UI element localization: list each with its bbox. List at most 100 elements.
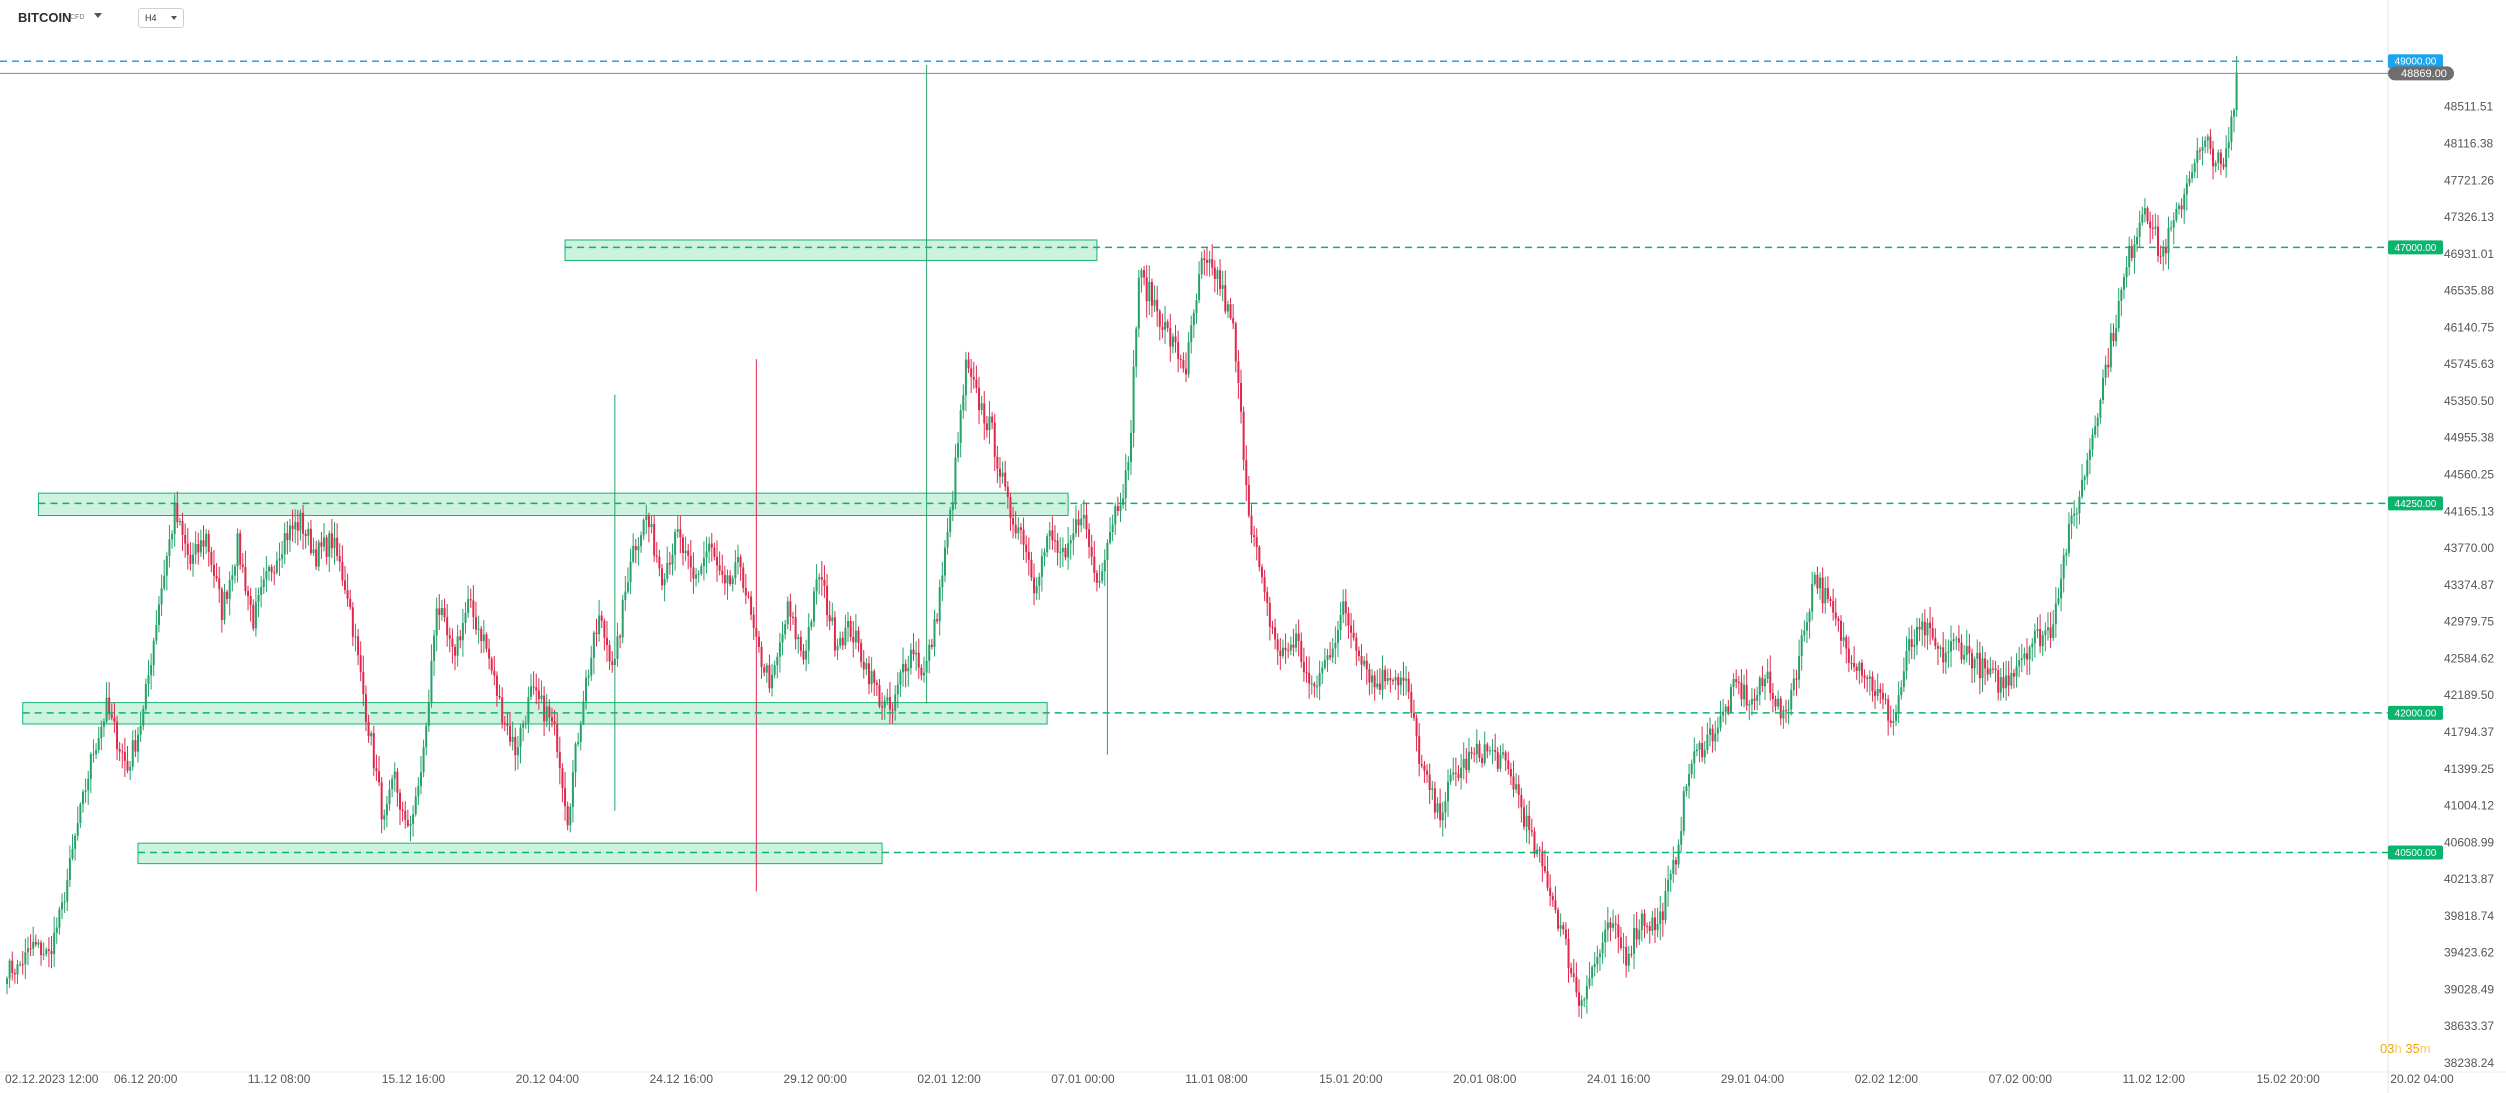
candle-body [1515, 784, 1518, 790]
y-tick-label: 41004.12 [2444, 799, 2494, 813]
candle-body [886, 697, 889, 701]
candle-body [540, 695, 543, 700]
candle-body [84, 790, 87, 792]
candle-body [231, 575, 234, 581]
candle-body [1604, 929, 1607, 943]
candle-body [480, 628, 483, 642]
candle-body [1588, 978, 1591, 986]
candle-body [1072, 533, 1075, 541]
candle-body [401, 809, 404, 811]
candle-body [1056, 540, 1059, 553]
candle-body [1824, 588, 1827, 604]
candle-body [1012, 518, 1015, 525]
candle-body [1321, 667, 1324, 674]
candle-body [1426, 770, 1429, 775]
price-level-label: 47000.00 [2395, 243, 2437, 254]
candle-body [2096, 417, 2099, 427]
y-tick-label: 39423.62 [2444, 946, 2494, 960]
candle-body [1638, 930, 1641, 940]
candle-body [752, 614, 755, 628]
candle-body [218, 578, 221, 589]
candle-body [1850, 662, 1853, 664]
candle-body [2175, 208, 2178, 221]
candle-body [102, 721, 105, 727]
candle-body [87, 778, 90, 791]
candle-body [1310, 683, 1313, 685]
candle-body [1431, 788, 1434, 791]
candle-body [2217, 152, 2220, 163]
candle-body [351, 607, 354, 637]
candle-body [1855, 666, 1858, 671]
candle-body [1116, 506, 1119, 511]
candle-body [763, 667, 766, 673]
candle-body [1991, 668, 1994, 670]
candle-body [1732, 679, 1735, 687]
candle-body [1289, 644, 1292, 651]
candle-body [367, 721, 370, 737]
candle-body [155, 624, 158, 641]
candle-body [364, 694, 367, 722]
candle-body [894, 694, 897, 711]
candle-body [2104, 364, 2107, 378]
candle-body [142, 708, 145, 726]
timeframe-select[interactable]: H4 [138, 8, 184, 28]
candle-body [435, 608, 438, 636]
candle-body [1245, 460, 1248, 486]
candle-body [2057, 598, 2060, 604]
candle-body [1502, 752, 1505, 755]
candle-body [1483, 744, 1486, 764]
candle-body [1876, 688, 1879, 696]
candle-body [1651, 917, 1654, 931]
candle-body [184, 535, 187, 544]
candle-body [1088, 529, 1091, 547]
candle-body [323, 537, 326, 547]
candle-body [1114, 506, 1117, 525]
candle-body [823, 579, 826, 586]
timeframe-value: H4 [145, 13, 157, 23]
candle-body [773, 665, 776, 675]
candle-body [1913, 644, 1916, 647]
candle-body [708, 543, 711, 552]
symbol-name[interactable]: BITCOIN [18, 10, 72, 25]
candle-body [2149, 221, 2152, 228]
candle-body [1887, 699, 1890, 721]
candle-body [1171, 336, 1174, 347]
candle-body [1292, 644, 1295, 648]
candle-body [454, 646, 457, 656]
candle-body [1960, 642, 1963, 660]
candle-body [1871, 676, 1874, 692]
candle-body [537, 690, 540, 700]
candle-body [1795, 678, 1798, 680]
candle-body [490, 658, 493, 671]
candle-body [1145, 277, 1148, 302]
candle-body [888, 697, 891, 710]
candle-body [1743, 684, 1746, 700]
candle-body [1014, 524, 1017, 534]
candle-body [1976, 652, 1979, 659]
candle-body [425, 725, 428, 748]
candle-body [912, 649, 915, 655]
candle-body [1659, 911, 1662, 924]
candle-body [1688, 774, 1691, 787]
candle-body [1331, 648, 1334, 658]
candle-body [1530, 830, 1533, 832]
candle-body [1520, 794, 1523, 808]
candle-body [1030, 559, 1033, 578]
candle-body [24, 952, 27, 965]
candle-body [448, 635, 451, 639]
candle-body [653, 524, 656, 556]
candle-body [511, 736, 514, 742]
candle-body [396, 771, 399, 793]
candle-body [579, 723, 582, 743]
candle-body [1378, 683, 1381, 690]
candle-body [1363, 660, 1366, 665]
candle-body [936, 619, 939, 622]
x-tick-label: 20.02 04:00 [2390, 1072, 2454, 1086]
candle-body [464, 612, 467, 623]
candle-body [2122, 277, 2125, 290]
candle-body [1771, 692, 1774, 700]
symbol-dropdown-icon[interactable] [94, 13, 102, 18]
candle-body [2049, 627, 2052, 638]
candle-body [95, 750, 98, 755]
